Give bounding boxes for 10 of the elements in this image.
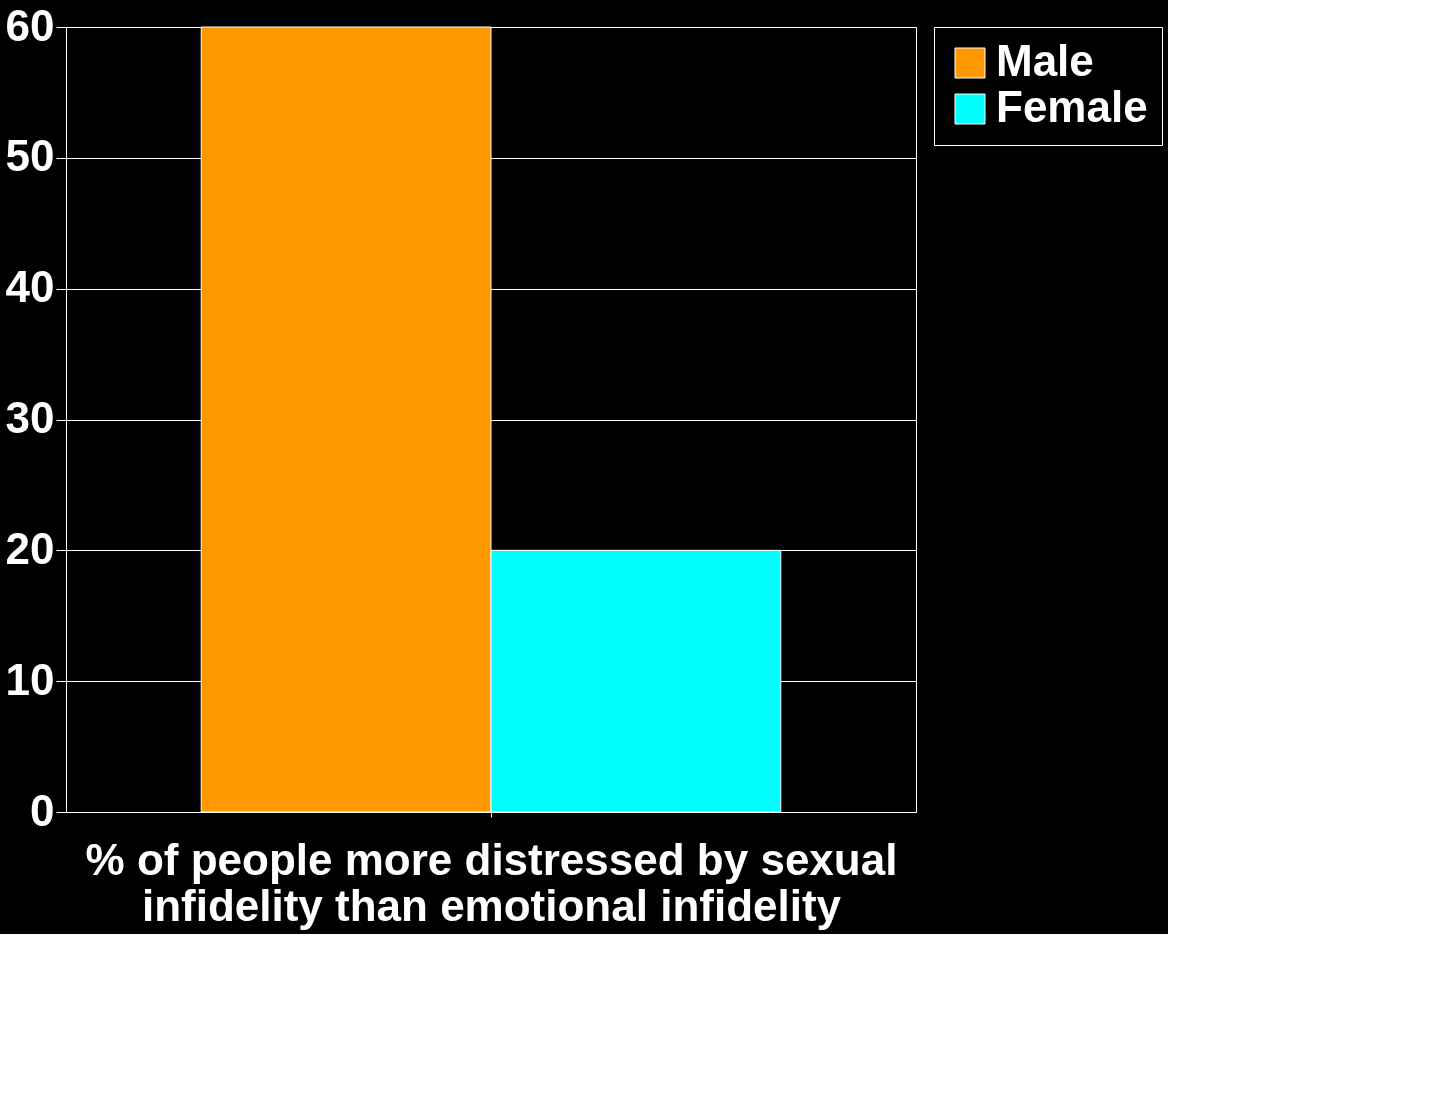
y-tick-label: 30 [5,393,55,442]
x-axis-title: % of people more distressed by sexual infidelity than emotional infidelity [85,834,898,930]
y-tick-label: 50 [5,131,55,181]
y-tick-label: 60 [5,0,55,50]
y-tick-label: 10 [5,654,55,704]
y-tick-label: 20 [5,523,55,573]
y-tick-label: 40 [5,262,55,312]
legend-label: Male [996,36,1094,85]
y-tick-label: 0 [30,785,55,835]
legend-label: Female [996,82,1148,131]
